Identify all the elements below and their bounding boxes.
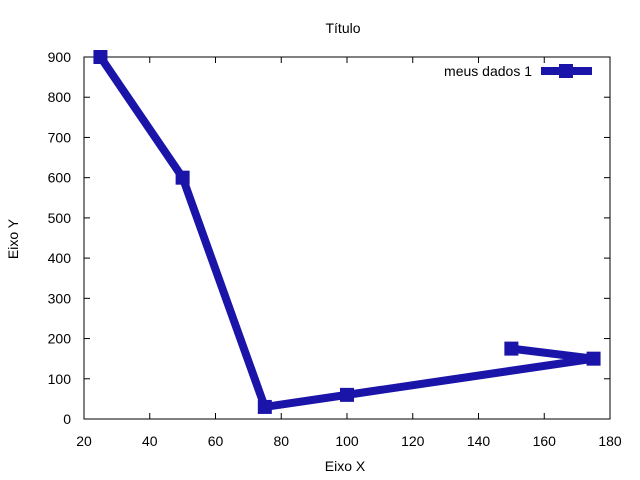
x-axis-label: Eixo X <box>325 458 366 474</box>
y-tick-label: 600 <box>48 170 72 186</box>
data-point <box>93 50 107 64</box>
x-tick-label: 180 <box>598 433 622 449</box>
y-tick-label: 200 <box>48 331 72 347</box>
y-tick-label: 100 <box>48 371 72 387</box>
y-tick-label: 800 <box>48 89 72 105</box>
data-point <box>504 342 518 356</box>
y-tick-label: 300 <box>48 290 72 306</box>
x-tick-label: 40 <box>142 433 158 449</box>
x-tick-label: 80 <box>273 433 289 449</box>
y-tick-label: 700 <box>48 129 72 145</box>
x-tick-label: 160 <box>533 433 557 449</box>
legend-label: meus dados 1 <box>444 63 532 79</box>
y-tick-label: 400 <box>48 250 72 266</box>
y-tick-label: 900 <box>48 49 72 65</box>
y-tick-label: 500 <box>48 210 72 226</box>
data-point <box>258 400 272 414</box>
legend-marker-swatch <box>559 64 573 78</box>
x-tick-label: 140 <box>467 433 491 449</box>
data-point <box>340 388 354 402</box>
y-tick-label: 0 <box>63 411 71 427</box>
chart-title: Título <box>325 20 360 36</box>
x-tick-label: 100 <box>335 433 359 449</box>
legend: meus dados 1 <box>444 63 592 79</box>
x-tick-label: 20 <box>76 433 92 449</box>
data-point <box>587 352 601 366</box>
y-axis-label: Eixo Y <box>5 218 21 259</box>
x-tick-label: 60 <box>208 433 224 449</box>
x-tick-label: 120 <box>401 433 425 449</box>
data-point <box>176 171 190 185</box>
